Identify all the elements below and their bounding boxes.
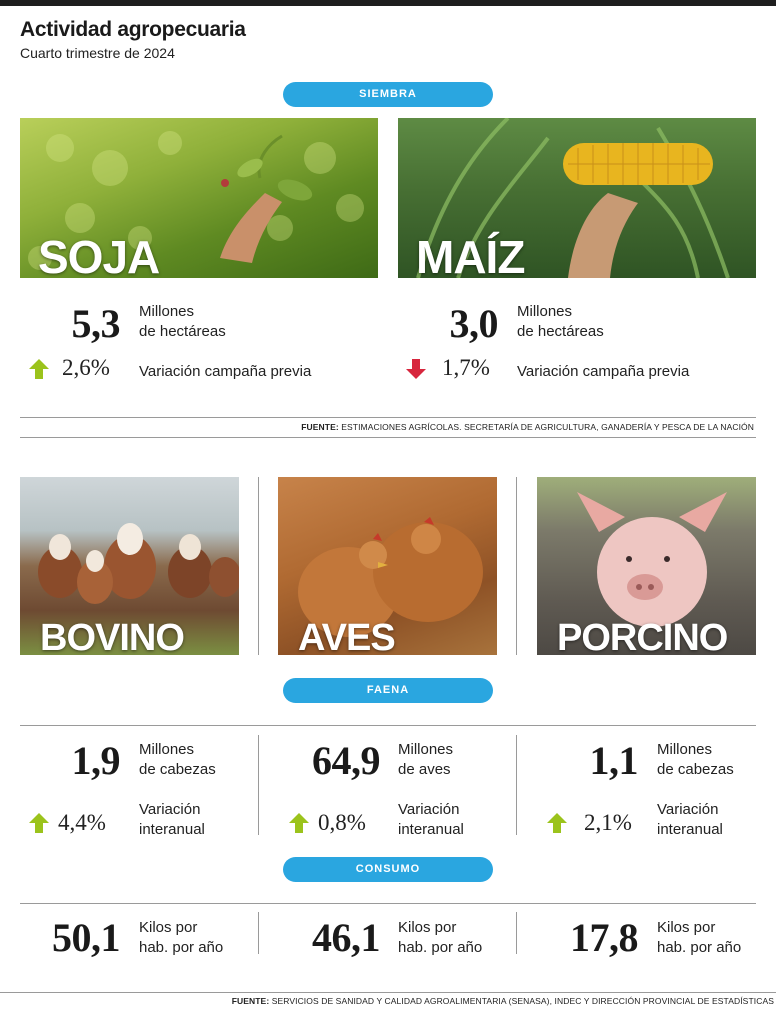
top-bar [0, 0, 776, 6]
arrow-down-icon [406, 359, 426, 379]
source-bold: FUENTE: [301, 422, 339, 432]
soja-photo: SOJA [20, 118, 378, 278]
maiz-change: 1,7% [442, 355, 490, 380]
aves-faena-unit-line2: de aves [398, 761, 451, 778]
divider [20, 417, 756, 418]
divider [0, 992, 776, 993]
siembra-pill: SIEMBRA [283, 82, 493, 107]
soja-label: SOJA [38, 231, 160, 278]
maiz-value: 3,0 [449, 301, 499, 346]
soja-plant-illustration [28, 131, 364, 270]
bovino-change-line2: interanual [139, 821, 205, 838]
aves-faena-value: 64,9 [312, 738, 381, 783]
soja-unit-line1: Millones [139, 303, 195, 320]
bovino-photo: BOVINO [20, 477, 239, 655]
maiz-unit-line1: Millones [517, 303, 573, 320]
porcino-consumo-line1: Kilos por [657, 919, 716, 936]
aves-consumo-line2: hab. por año [398, 939, 483, 956]
aves-change-line2: interanual [398, 821, 464, 838]
porcino-faena-value: 1,1 [589, 738, 639, 783]
divider [516, 477, 517, 655]
porcino-consumo-unit: Kilos por hab. por año [657, 918, 741, 958]
divider [516, 912, 517, 954]
maiz-unit: Millones de hectáreas [517, 302, 604, 342]
chicken-illustration [298, 517, 483, 637]
pig-illustration [577, 492, 727, 627]
maiz-corn-illustration [416, 118, 730, 278]
aves-change: 0,8% [318, 810, 366, 835]
arrow-up-icon [547, 813, 567, 833]
aves-change-label: Variación interanual [398, 800, 464, 840]
divider [258, 912, 259, 954]
bovino-consumo-unit: Kilos por hab. por año [139, 918, 223, 958]
soja-change: 2,6% [62, 355, 110, 380]
aves-photo: AVES [278, 477, 497, 655]
faena-pill: FAENA [283, 678, 493, 703]
divider [20, 903, 756, 904]
porcino-change: 2,1% [584, 810, 632, 835]
bovino-change-line1: Variación [139, 801, 201, 818]
bovino-change: 4,4% [58, 810, 106, 835]
maiz-label: MAÍZ [416, 231, 525, 278]
soja-unit-line2: de hectáreas [139, 323, 226, 340]
divider [258, 477, 259, 655]
soja-change-label: Variación campaña previa [139, 363, 312, 380]
bovino-faena-unit: Millones de cabezas [139, 740, 216, 780]
aves-label: AVES [298, 617, 396, 655]
bovino-consumo-line2: hab. por año [139, 939, 224, 956]
porcino-photo: PORCINO [537, 477, 756, 655]
bovino-faena-unit-line2: de cabezas [139, 761, 216, 778]
divider [20, 437, 756, 438]
source-bold: FUENTE: [231, 996, 270, 1006]
aves-consumo-line1: Kilos por [398, 919, 457, 936]
maiz-change-label: Variación campaña previa [517, 363, 690, 380]
page-title: Actividad agropecuaria [20, 18, 246, 41]
bovino-label: BOVINO [40, 617, 185, 655]
aves-change-line1: Variación [398, 801, 460, 818]
consumo-pill: CONSUMO [283, 857, 493, 882]
aves-faena-unit-line1: Millones [398, 741, 454, 758]
source-text: ESTIMACIONES AGRÍCOLAS. SECRETARÍA DE AG… [338, 422, 754, 432]
footer-source: FUENTE: SERVICIOS DE SANIDAD Y CALIDAD A… [232, 996, 774, 1006]
porcino-faena-unit-line2: de cabezas [657, 761, 734, 778]
bovino-faena-unit-line1: Millones [139, 741, 195, 758]
maiz-photo: MAÍZ [398, 118, 756, 278]
porcino-faena-unit: Millones de cabezas [657, 740, 734, 780]
porcino-change-line2: interanual [657, 821, 723, 838]
page-subtitle: Cuarto trimestre de 2024 [20, 45, 175, 61]
aves-consumo-unit: Kilos por hab. por año [398, 918, 482, 958]
maiz-unit-line2: de hectáreas [517, 323, 604, 340]
bovino-change-label: Variación interanual [139, 800, 205, 840]
soja-unit: Millones de hectáreas [139, 302, 226, 342]
soja-value: 5,3 [71, 301, 121, 346]
aves-faena-unit: Millones de aves [398, 740, 453, 780]
arrow-up-icon [289, 813, 309, 833]
divider [20, 725, 756, 726]
bovino-faena-value: 1,9 [71, 738, 121, 783]
bovino-consumo-value: 50,1 [52, 915, 121, 960]
divider [258, 735, 259, 835]
porcino-change-label: Variación interanual [657, 800, 723, 840]
porcino-change-line1: Variación [657, 801, 719, 818]
porcino-consumo-line2: hab. por año [657, 939, 742, 956]
bovino-consumo-line1: Kilos por [139, 919, 198, 936]
source-text: SERVICIOS DE SANIDAD Y CALIDAD AGROALIME… [269, 996, 774, 1006]
aves-consumo-value: 46,1 [312, 915, 381, 960]
arrow-up-icon [29, 813, 49, 833]
porcino-consumo-value: 17,8 [570, 915, 639, 960]
arrow-up-icon [29, 359, 49, 379]
siembra-source: FUENTE: ESTIMACIONES AGRÍCOLAS. SECRETAR… [301, 422, 754, 432]
porcino-faena-unit-line1: Millones [657, 741, 713, 758]
divider [516, 735, 517, 835]
porcino-label: PORCINO [557, 617, 728, 655]
cattle-illustration [38, 523, 239, 604]
